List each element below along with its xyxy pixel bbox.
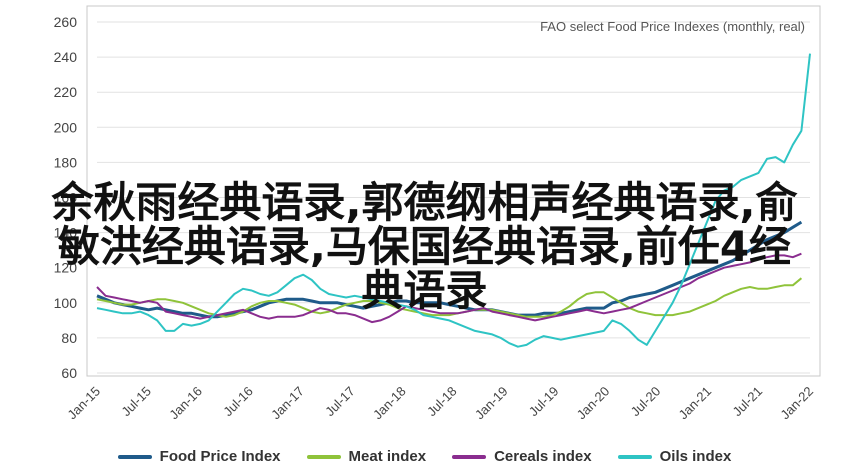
x-tick-label: Jan-22 — [777, 384, 816, 423]
plot-border — [86, 5, 821, 377]
legend-label: Food Price Index — [159, 448, 281, 465]
legend-item-cereals-index: Cereals index — [452, 448, 592, 465]
overlay-text-line-3: 典语录 — [361, 266, 488, 315]
x-tick-label: Jul-16 — [220, 384, 256, 420]
chart-title: FAO select Food Price Indexes (monthly, … — [540, 19, 805, 34]
y-tick-label: 60 — [61, 365, 77, 381]
x-tick-label: Jul-19 — [526, 384, 562, 420]
x-tick-label: Jul-18 — [424, 384, 460, 420]
legend-label: Meat index — [348, 448, 427, 465]
y-tick-labels: 60 80 100 120 140 160 180 200 220 240 260 — [54, 14, 78, 381]
x-tick-label: Jan-21 — [676, 384, 715, 423]
x-tick-label: Jan-15 — [64, 384, 103, 423]
legend-item-food-price-index: Food Price Index — [117, 448, 281, 465]
x-tick-label: Jan-19 — [472, 384, 511, 423]
legend-swatch — [452, 454, 487, 459]
legend-swatch — [117, 454, 152, 459]
y-tick-label: 80 — [61, 330, 77, 346]
y-tick-label: 100 — [54, 295, 78, 311]
x-tick-label: Jul-17 — [322, 384, 358, 420]
x-tick-label: Jul-15 — [118, 384, 154, 420]
y-tick-label: 200 — [54, 119, 78, 135]
x-tick-label: Jul-21 — [730, 384, 766, 420]
gridlines — [97, 21, 810, 374]
overlay-text-line-2: 敏洪经典语录,马保国经典语录,前任4经 — [57, 222, 792, 271]
x-tick-label: Jan-20 — [574, 384, 613, 423]
x-tick-label: Jan-16 — [166, 384, 205, 423]
chart-legend: Food Price Index Meat index Cereals inde… — [0, 448, 849, 465]
y-tick-label: 160 — [54, 190, 78, 206]
legend-item-oils-index: Oils index — [617, 448, 732, 465]
x-tick-label: Jul-20 — [628, 384, 664, 420]
legend-swatch — [617, 454, 652, 459]
series-line-oils-index — [96, 53, 811, 348]
x-tick-label: Jan-18 — [370, 384, 409, 423]
legend-label: Cereals index — [494, 448, 592, 465]
y-tick-label: 140 — [54, 225, 78, 241]
y-tick-label: 240 — [54, 49, 78, 65]
y-tick-label: 120 — [54, 260, 78, 276]
legend-swatch — [306, 454, 341, 459]
series-lines — [96, 53, 811, 348]
legend-label: Oils index — [659, 448, 732, 465]
y-tick-label: 180 — [54, 154, 78, 170]
y-tick-label: 260 — [54, 14, 78, 30]
y-tick-label: 220 — [54, 84, 78, 100]
x-tick-label: Jan-17 — [268, 384, 307, 423]
x-tick-labels: Jan-15 Jul-15 Jan-16 Jul-16 Jan-17 Jul-17 Jan-… — [64, 384, 816, 423]
legend-item-meat-index: Meat index — [306, 448, 427, 465]
overlay-text-line-1: 余秋雨经典语录,郭德纲相声经典语录,俞 — [51, 178, 798, 227]
